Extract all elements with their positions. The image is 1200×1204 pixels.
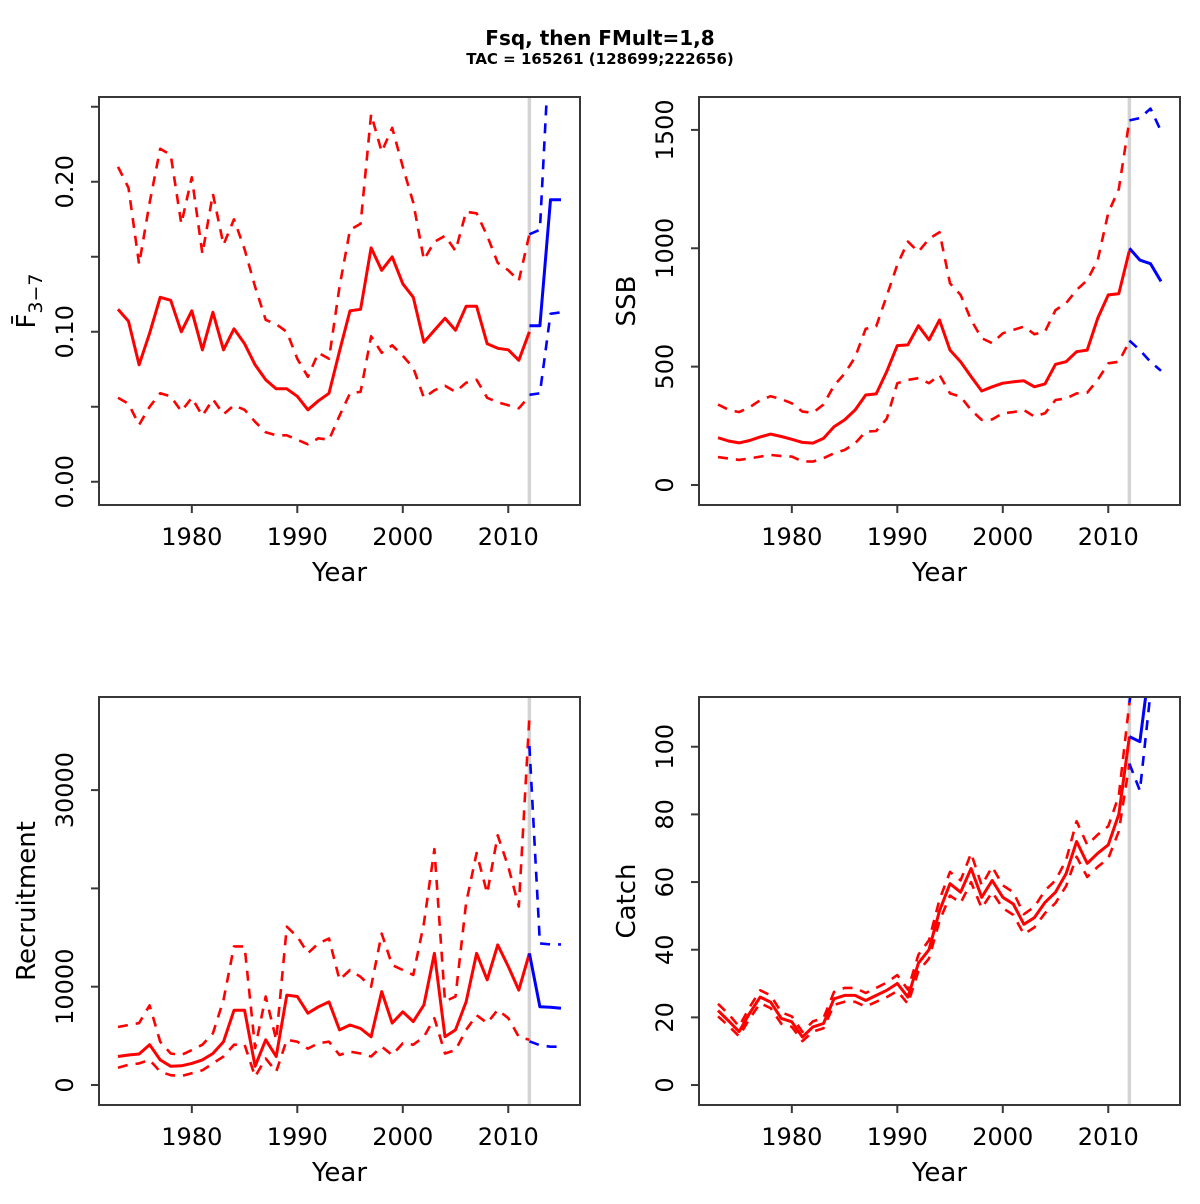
catch-y-tick-label: 80: [651, 799, 679, 830]
catch-median-forecast-line: [1128, 697, 1148, 744]
catch-median-history-line: [716, 736, 1131, 1039]
catch-x-axis-title: Year: [911, 1158, 967, 1188]
recruitment-lower-ci-forecast-line: [528, 1040, 561, 1048]
ssb-median-forecast-line: [1128, 247, 1163, 283]
recruitment-median-history-line: [117, 943, 531, 1068]
fbar-x-tick-label: 2000: [372, 523, 433, 551]
catch-y-tick-label: 60: [651, 867, 679, 898]
ssb-panel: 1980 1990 2000 2010 0 500 1000 1500 Year SSB: [612, 96, 1181, 588]
fbar-y-tick-label: 0.20: [51, 155, 79, 208]
recruitment-x-tick-label: 2000: [372, 1123, 433, 1151]
fbar-median-history-line: [116, 246, 531, 412]
fbar-y-axis-title: F̄3−7: [10, 273, 47, 328]
fbar-y-tick-label: 0.10: [51, 305, 79, 358]
ssb-upper-ci-forecast-line: [1129, 107, 1163, 132]
ssb-x-tick-label: 2000: [972, 523, 1033, 551]
recruitment-panel: 1980 1990 2000 2010 0 10000 30000 Year Recruitme…: [12, 696, 581, 1188]
catch-y-tick-label: 40: [651, 934, 679, 965]
catch-y-tick-label: 100: [651, 724, 679, 770]
catch-upper-ci-forecast-line: [1128, 697, 1132, 703]
recruitment-x-tick-label: 1990: [267, 1123, 328, 1151]
catch-upper-ci-history-line: [717, 702, 1131, 1034]
catch-plot-frame: [698, 696, 1181, 1106]
catch-x-tick-label: 1980: [761, 1123, 822, 1151]
ssb-y-axis-title: SSB: [612, 276, 642, 327]
ssb-x-tick-label: 1980: [761, 523, 822, 551]
fbar-plot-frame: [98, 96, 581, 506]
ssb-x-tick-label: 1990: [867, 523, 928, 551]
ssb-x-axis-title: Year: [911, 558, 967, 588]
fbar-x-tick-label: 2010: [478, 523, 539, 551]
ssb-x-tick-label: 2010: [1078, 523, 1139, 551]
catch-panel: 1980 1990 2000 2010 0 20 40 60 80 100 Year Catch: [612, 696, 1181, 1188]
fbar-x-tick-label: 1980: [161, 523, 222, 551]
fbar-upper-ci-forecast-line: [528, 97, 549, 236]
recruitment-y-tick-label: 10000: [51, 949, 79, 1025]
recruitment-x-axis-title: Year: [311, 1158, 367, 1188]
recruitment-y-tick-label: 30000: [51, 752, 79, 828]
fbar-median-forecast-line: [529, 198, 561, 328]
fbar-upper-ci-history-line: [116, 113, 531, 379]
recruitment-median-forecast-line: [527, 953, 562, 1010]
fbar-x-axis-title: Year: [311, 558, 367, 588]
catch-x-tick-label: 2010: [1078, 1123, 1139, 1151]
recruitment-upper-ci-forecast-line: [528, 745, 561, 946]
catch-x-tick-label: 1990: [867, 1123, 928, 1151]
ssb-y-tick-label: 0: [651, 477, 679, 492]
figure-subtitle: TAC = 165261 (128699;222656): [466, 50, 734, 68]
ssb-y-tick-label: 1500: [651, 99, 679, 160]
fbar-y-tick-label: 0.00: [51, 455, 79, 508]
recruitment-x-tick-label: 1980: [161, 1123, 222, 1151]
recruitment-upper-ci-history-line: [117, 716, 531, 1057]
ssb-upper-ci-history-line: [717, 120, 1131, 415]
fbar-panel: 1980 1990 2000 2010 0.00 0.10 0.20 Year F̄3−7: [10, 96, 581, 588]
recruitment-y-axis-title: Recruitment: [12, 821, 42, 981]
ssb-median-history-line: [717, 250, 1131, 445]
ssb-y-tick-label: 1000: [651, 218, 679, 279]
ssb-plot-frame: [698, 96, 1181, 506]
recruitment-x-tick-label: 2010: [478, 1123, 539, 1151]
ssb-y-tick-label: 500: [651, 344, 679, 390]
fbar-lower-ci-forecast-line: [529, 311, 562, 397]
ssb-lower-ci-history-line: [717, 340, 1131, 463]
recruitment-y-tick-label: 0: [51, 1077, 79, 1092]
catch-lower-ci-forecast-line: [1128, 697, 1162, 792]
recruitment-lower-ci-history-line: [117, 1008, 530, 1078]
fbar-lower-ci-history-line: [117, 335, 531, 446]
fbar-x-tick-label: 1990: [267, 523, 328, 551]
catch-x-tick-label: 2000: [972, 1123, 1033, 1151]
catch-y-tick-label: 20: [651, 1002, 679, 1033]
recruitment-plot-frame: [98, 696, 581, 1106]
catch-lower-ci-history-line: [717, 763, 1131, 1043]
catch-y-tick-label: 0: [651, 1077, 679, 1092]
figure-title: Fsq, then FMult=1,8: [485, 26, 715, 50]
catch-y-axis-title: Catch: [612, 863, 642, 938]
ssb-lower-ci-forecast-line: [1128, 339, 1162, 372]
